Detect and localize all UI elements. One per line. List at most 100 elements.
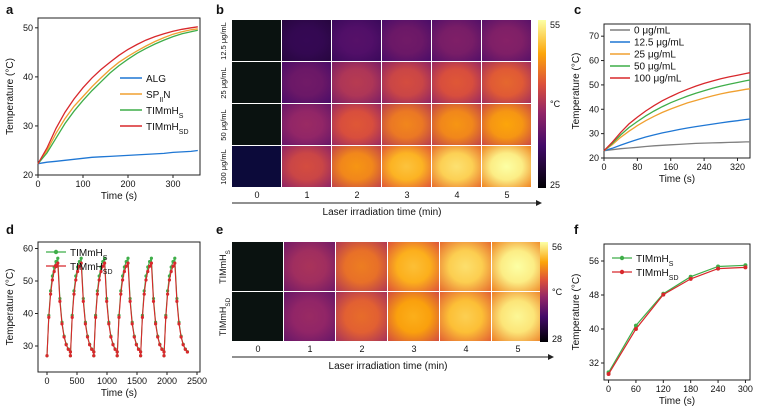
- panel-b-thermal-cell: [282, 20, 331, 61]
- panel-d-point: [130, 322, 134, 326]
- panel-a-legend-label: TIMmHS: [146, 106, 184, 120]
- panel-label-f: f: [574, 222, 579, 237]
- panel-e-thermal-cell: [492, 242, 543, 291]
- panel-b-col-label: 1: [304, 190, 309, 200]
- panel-a-xtick-label: 300: [165, 179, 180, 189]
- panel-d-point: [142, 292, 146, 296]
- panel-c-series-line: [603, 88, 751, 152]
- panel-d-point: [185, 350, 189, 354]
- panel-d-point: [103, 261, 107, 265]
- panel-d-point: [181, 343, 185, 347]
- panel-d-point: [49, 292, 53, 296]
- panel-c-series-line: [603, 141, 750, 152]
- panel-c-xtick-label: 0: [601, 162, 606, 172]
- panel-c-ytick-label: 70: [589, 31, 599, 41]
- panel-d-point: [115, 354, 119, 358]
- panel-b-thermal-cell: [282, 146, 331, 187]
- panel-b-row-label: 100 μg/mL: [219, 149, 228, 185]
- panel-d-ytick-label: 40: [23, 309, 33, 319]
- panel-e-thermal-cell: [492, 292, 543, 341]
- panel-d-point: [160, 347, 164, 351]
- panel-d-point: [117, 315, 121, 319]
- panel-c-legend-label: 25 μg/mL: [634, 50, 676, 61]
- panel-b-thermal-cell: [382, 146, 431, 187]
- panel-d-point: [58, 299, 62, 304]
- panel-d-point: [56, 261, 60, 265]
- panel-b-thermal-cell: [232, 20, 281, 61]
- panel-d-point: [162, 350, 166, 354]
- panel-d-point: [94, 315, 98, 319]
- panel-d-xlabel: Time (s): [101, 388, 137, 399]
- panel-label-e: e: [216, 222, 223, 237]
- panel-f-ylabel: Temperature (°C): [571, 274, 582, 351]
- panel-a-ytick-label: 50: [23, 23, 33, 33]
- panel-b-col-label: 0: [254, 190, 259, 200]
- panel-d-point: [66, 347, 70, 351]
- panel-f-xtick-label: 240: [711, 384, 726, 394]
- panel-c-xtick-label: 80: [632, 162, 642, 172]
- panel-d-point: [95, 292, 99, 296]
- panel-b-thermal-cell: [382, 62, 431, 103]
- panel-d-point: [115, 350, 119, 354]
- panel-label-c: c: [574, 2, 581, 17]
- panel-a-series-line: [37, 149, 198, 165]
- panel-d-point: [72, 292, 76, 296]
- panel-f-xtick-label: 0: [606, 384, 611, 394]
- panel-a-xtick-label: 0: [35, 179, 40, 189]
- panel-label-d: d: [6, 222, 14, 237]
- panel-d-point: [132, 335, 136, 339]
- panel-a-ytick-label: 40: [23, 72, 33, 82]
- panel-e-col-label: 5: [515, 344, 520, 354]
- panel-d-point: [119, 292, 123, 296]
- panel-b-thermal-cell: [482, 20, 531, 61]
- panel-f-xtick-label: 300: [738, 384, 753, 394]
- panel-e-row-label: TIMmHS: [218, 250, 232, 284]
- panel-d-point: [183, 347, 187, 351]
- panel-f-legend-label: TIMmHS: [636, 254, 674, 268]
- panel-d-ylabel: Temperature (°C): [5, 269, 16, 346]
- panel-d-point: [79, 261, 83, 265]
- panel-e-thermal-cell: [440, 242, 491, 291]
- panel-c-series-line: [603, 79, 751, 152]
- panel-d-point: [99, 269, 103, 274]
- panel-e-thermal-cell: [440, 292, 491, 341]
- panel-b-thermal-cell: [332, 104, 381, 145]
- panel-b-thermal-cell: [432, 104, 481, 145]
- panel-b-thermal-cell: [482, 146, 531, 187]
- panel-c-series-line: [603, 72, 751, 152]
- panel-f-ytick-label: 40: [589, 324, 599, 334]
- panel-d-ytick-label: 60: [23, 244, 33, 254]
- panel-a-xtick-label: 100: [75, 179, 90, 189]
- panel-f-axes-frame: [603, 243, 751, 381]
- panel-c-axes-frame: [603, 23, 751, 159]
- panel-d-point: [74, 278, 78, 282]
- panel-d-point: [121, 278, 125, 282]
- panel-f-point: [606, 372, 611, 377]
- panel-e-thermal-cell: [232, 292, 283, 341]
- panel-b-thermal-cell: [332, 20, 381, 61]
- panel-a-series-line: [37, 28, 198, 165]
- panel-c-xtick-label: 320: [730, 162, 745, 172]
- panel-d-xtick-label: 0: [44, 376, 49, 386]
- panel-e-col-label: 0: [255, 344, 260, 354]
- panel-d-point: [64, 343, 68, 347]
- panel-d-point: [111, 343, 115, 347]
- panel-e-col-label: 3: [411, 344, 416, 354]
- panel-c-ylabel: Temperature (°C): [571, 53, 582, 130]
- panel-c-legend-label: 12.5 μg/mL: [634, 38, 685, 49]
- panel-f-legend-label: TIMmHSD: [636, 268, 679, 282]
- panel-d-point: [77, 264, 81, 268]
- panel-b-thermal-cell: [332, 146, 381, 187]
- panel-d-point: [101, 264, 105, 268]
- panel-d-legend-marker: [53, 263, 59, 269]
- panel-b-thermal-cell: [232, 62, 281, 103]
- panel-a-axes-frame: [37, 17, 201, 176]
- panel-d-xtick-label: 500: [69, 376, 84, 386]
- panel-d-point: [126, 256, 130, 260]
- panel-e-colorbar: [540, 242, 548, 342]
- panel-b-thermal-cell: [382, 20, 431, 61]
- panel-b-thermal-cell: [432, 20, 481, 61]
- panel-d-point: [151, 299, 156, 304]
- panel-b-col-label: 3: [404, 190, 409, 200]
